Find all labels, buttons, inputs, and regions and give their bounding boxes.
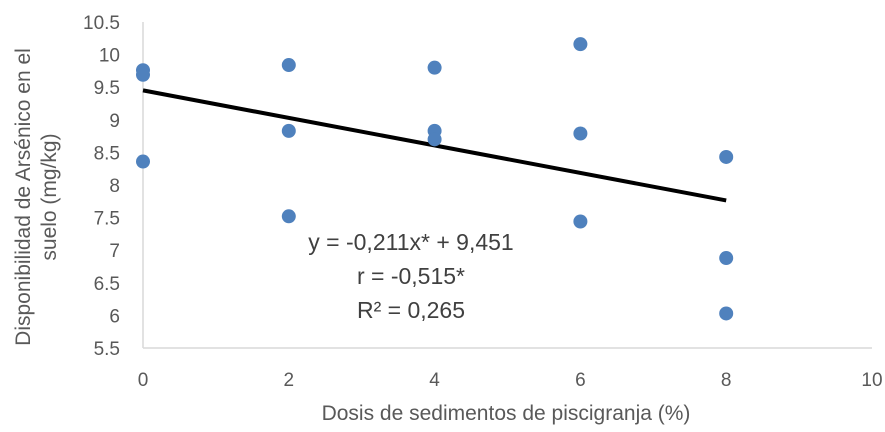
data-point	[136, 67, 150, 82]
data-point	[427, 60, 442, 75]
y-axis-title-line2: suelo (mg/kg)	[38, 133, 61, 260]
data-point	[573, 214, 588, 229]
y-tick-label: 10	[99, 46, 120, 67]
y-tick-label: 10.5	[83, 13, 120, 34]
data-point	[427, 132, 442, 147]
annotation-r: r = -0,515*	[357, 263, 465, 289]
x-axis-title: Dosis de sedimentos de piscigranja (%)	[322, 402, 691, 425]
x-tick-label: 8	[721, 370, 732, 391]
y-tick-label: 5.5	[94, 339, 120, 360]
y-tick-label: 9.5	[94, 78, 120, 99]
y-tick-labels: 5.5 6 6.5 7 7.5 8 8.5 9 9.5 10 10.5	[83, 13, 120, 360]
x-tick-label: 10	[861, 370, 882, 391]
data-point	[281, 123, 296, 138]
x-tick-label: 4	[429, 370, 440, 391]
axes	[142, 22, 872, 349]
data-points	[136, 37, 734, 321]
y-tick-label: 8.5	[94, 143, 120, 164]
y-tick-label: 9	[109, 111, 120, 132]
y-tick-label: 7	[109, 241, 120, 262]
y-tick-label: 7.5	[94, 209, 120, 230]
y-axis-title-line1: Disponibilidad de Arsénico en el	[12, 48, 35, 346]
x-tick-label: 6	[575, 370, 586, 391]
data-point	[573, 37, 588, 52]
data-point	[281, 58, 296, 73]
annotations: y = -0,211x* + 9,451 r = -0,515* R² = 0,…	[308, 229, 513, 323]
data-point	[281, 209, 296, 224]
y-tick-label: 6	[109, 306, 120, 327]
x-tick-label: 2	[284, 370, 295, 391]
annotation-equation: y = -0,211x* + 9,451	[308, 229, 513, 255]
x-tick-label: 0	[138, 370, 149, 391]
data-point	[719, 306, 734, 321]
data-point	[719, 251, 734, 266]
x-tick-labels: 0 2 4 6 8 10	[138, 370, 883, 391]
data-point	[573, 126, 588, 141]
annotation-r2: R² = 0,265	[357, 297, 465, 323]
data-point	[719, 149, 734, 164]
y-tick-label: 8	[109, 176, 120, 197]
data-point	[136, 154, 150, 169]
y-tick-label: 6.5	[94, 274, 120, 295]
